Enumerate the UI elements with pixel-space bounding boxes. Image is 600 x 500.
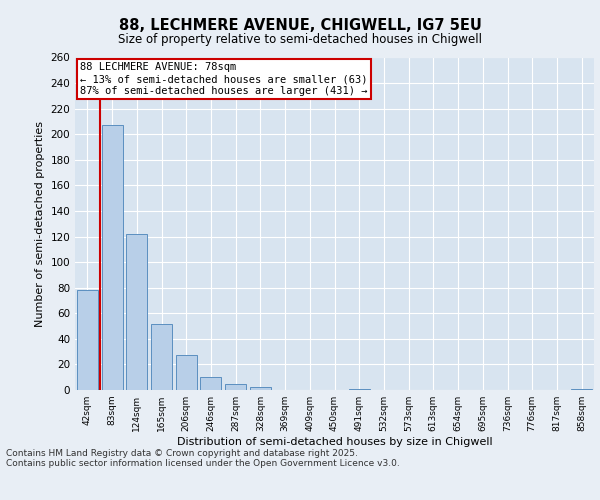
Text: 88, LECHMERE AVENUE, CHIGWELL, IG7 5EU: 88, LECHMERE AVENUE, CHIGWELL, IG7 5EU [119, 18, 481, 32]
Bar [77, 290, 98, 390]
Bar [200, 377, 221, 390]
Bar [176, 356, 197, 390]
Bar [571, 388, 592, 390]
Text: Size of property relative to semi-detached houses in Chigwell: Size of property relative to semi-detach… [118, 32, 482, 46]
Bar [126, 234, 147, 390]
Bar [250, 388, 271, 390]
Text: Contains HM Land Registry data © Crown copyright and database right 2025.: Contains HM Land Registry data © Crown c… [6, 448, 358, 458]
Text: 88 LECHMERE AVENUE: 78sqm
← 13% of semi-detached houses are smaller (63)
87% of : 88 LECHMERE AVENUE: 78sqm ← 13% of semi-… [80, 62, 368, 96]
Y-axis label: Number of semi-detached properties: Number of semi-detached properties [35, 120, 45, 327]
Bar [101, 126, 122, 390]
Bar [225, 384, 246, 390]
Bar [349, 388, 370, 390]
X-axis label: Distribution of semi-detached houses by size in Chigwell: Distribution of semi-detached houses by … [176, 437, 493, 447]
Text: Contains public sector information licensed under the Open Government Licence v3: Contains public sector information licen… [6, 458, 400, 468]
Bar [151, 324, 172, 390]
